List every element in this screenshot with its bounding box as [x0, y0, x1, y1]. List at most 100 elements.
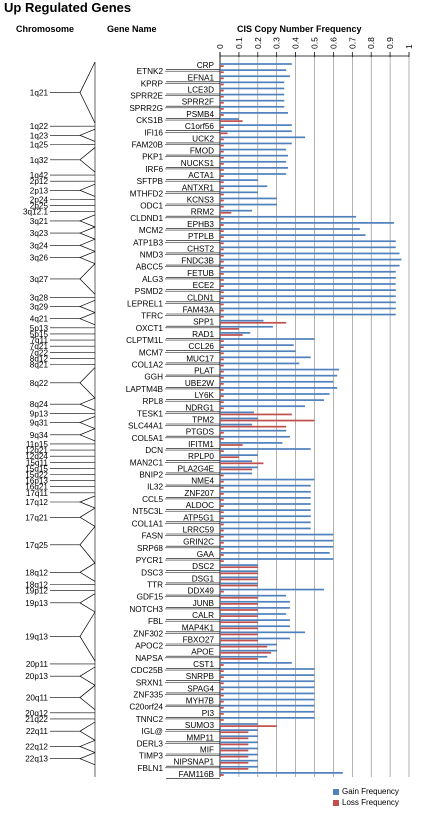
chromosome-band-bracket	[79, 752, 96, 766]
gene-label-sumo3: SUMO3	[185, 721, 215, 730]
chromosome-band-label: 22q11	[26, 727, 49, 736]
gain-bar-apoc2	[220, 643, 277, 646]
loss-bar-ddx49	[220, 590, 224, 593]
gain-bar-ccl26	[220, 344, 294, 346]
gain-bar-dsc3	[220, 570, 258, 573]
gene-label-ly6k: LY6K	[195, 391, 215, 400]
gene-label-odc1: ODC1	[140, 202, 163, 211]
gain-bar-abcc5	[220, 264, 400, 267]
gene-label-abcc5: ABCC5	[136, 263, 164, 272]
gene-label-tfrc: TFRC	[141, 312, 163, 321]
gene-label-srxn1: SRXN1	[136, 678, 164, 687]
chromosome-band-bracket	[79, 251, 96, 264]
loss-bar-pycr1	[220, 560, 224, 562]
gene-label-col1a2: COL1A2	[132, 361, 164, 370]
loss-bar-atp1b3	[220, 242, 224, 245]
chromosome-band-label: 20p11	[26, 660, 49, 669]
chromosome-band-label: 19p13	[25, 599, 48, 608]
loss-bar-oxct1	[220, 328, 239, 330]
chromosome-band-label: 16q21	[25, 483, 48, 492]
chromosome-band-label: 22q12	[25, 742, 48, 751]
gain-bar-gaa	[220, 552, 330, 554]
gene-label-mmp11: MMP11	[186, 733, 214, 742]
gain-bar-fam43a	[220, 307, 396, 310]
gain-bar-ttr	[220, 582, 258, 585]
gain-bar-spag4	[220, 686, 315, 689]
chromosome-band-bracket	[79, 611, 96, 662]
loss-bar-lrrc59	[220, 529, 224, 532]
chromosome-band-bracket	[79, 562, 96, 582]
gene-label-laptm4b: LAPTM4B	[126, 385, 164, 394]
gene-label-pi3: PI3	[202, 709, 215, 718]
gene-label-dcn: DCN	[145, 446, 163, 455]
chromosome-band-bracket	[79, 397, 96, 411]
gene-label-ddx49: DDX49	[188, 587, 215, 596]
chromosome-band-label: 7q11	[30, 336, 48, 345]
loss-bar-crp	[220, 65, 224, 67]
loss-bar-fetub	[220, 273, 224, 275]
loss-bar-srp68	[220, 548, 224, 550]
chromosome-band-label: 3q26	[30, 254, 49, 263]
gene-label-crp: CRP	[197, 61, 215, 70]
loss-bar-gaa	[220, 554, 224, 556]
chromosome-band-label: 1q23	[30, 131, 49, 140]
chromosome-band-label: 1q32	[30, 156, 49, 165]
gene-label-tpm2: TPM2	[192, 416, 214, 425]
x-tick-label: 0.2	[253, 37, 263, 49]
gene-label-muc17: MUC17	[186, 354, 214, 363]
gain-bar-col5a1	[220, 435, 290, 438]
gain-bar-laptm4b	[220, 387, 338, 389]
chromosome-band-bracket	[79, 238, 96, 252]
gain-bar-cldn1	[220, 295, 396, 298]
chromosome-band-label: 17q25	[25, 541, 48, 550]
gene-label-myh7b: MYH7B	[186, 697, 215, 706]
gene-label-nucks1: NUCKS1	[181, 159, 215, 168]
loss-bar-sprr2e	[220, 95, 224, 98]
gene-label-sprr2f: SPRR2F	[182, 98, 214, 107]
loss-bar-ly6k	[220, 395, 224, 397]
chromosome-band-label: 17q11	[26, 489, 49, 498]
gene-label-tesk1: TESK1	[137, 409, 163, 418]
gain-bar-napsa	[220, 655, 268, 658]
gain-bar-bnip2	[220, 472, 253, 475]
gain-bar-fasn	[220, 533, 334, 536]
gain-bar-mcm7	[220, 350, 296, 353]
loss-bar-myh7b	[220, 700, 224, 703]
chromosome-band-bracket	[79, 147, 96, 173]
gene-label-mcm2: MCM2	[139, 226, 164, 235]
gain-bar-kcns3	[220, 197, 277, 200]
gene-label-pkp1: PKP1	[142, 153, 163, 162]
chromosome-band-label: 1q21	[30, 89, 49, 98]
chromosome-band-label: 15q11	[26, 458, 49, 467]
chromosome-band-label: 12q21	[25, 446, 48, 455]
loss-bar-chst2	[220, 248, 224, 251]
x-tick-label: 0.9	[385, 37, 395, 49]
gain-bar-c1orf56	[220, 124, 292, 126]
loss-bar-kcns3	[220, 199, 224, 202]
gene-label-ifi16: IFI16	[144, 128, 163, 137]
x-tick-label: 1	[404, 44, 414, 49]
loss-bar-grin2c	[220, 541, 224, 544]
loss-bar-lce3d	[220, 89, 224, 92]
gain-bar-clptm1l	[220, 338, 315, 340]
loss-bar-ggh	[220, 376, 224, 379]
gain-bar-rad1	[220, 332, 251, 334]
gain-bar-igl@	[220, 729, 258, 731]
gene-label-cldn1: CLDN1	[187, 293, 214, 302]
loss-bar-apoc2	[220, 645, 268, 648]
loss-bar-timp3	[220, 755, 249, 758]
gain-bar-dcn	[220, 448, 311, 450]
gene-label-lce3d: LCE3D	[188, 86, 214, 95]
gain-bar-ifitm1	[220, 442, 283, 444]
gene-label-fam43a: FAM43A	[183, 306, 215, 315]
loss-bar-ccl5	[220, 499, 224, 501]
gain-bar-nipsnap1	[220, 759, 258, 762]
gain-bar-aldoc	[220, 503, 311, 505]
gain-bar-ly6k	[220, 393, 330, 395]
gene-label-cdc25b: CDC25B	[131, 666, 164, 675]
gain-bar-mmp11	[220, 735, 258, 738]
gene-label-irf6: IRF6	[145, 165, 163, 174]
gene-label-psmb4: PSMB4	[186, 110, 214, 119]
gain-bar-nme4	[220, 478, 315, 481]
loss-bar-ndrg1	[220, 407, 224, 410]
